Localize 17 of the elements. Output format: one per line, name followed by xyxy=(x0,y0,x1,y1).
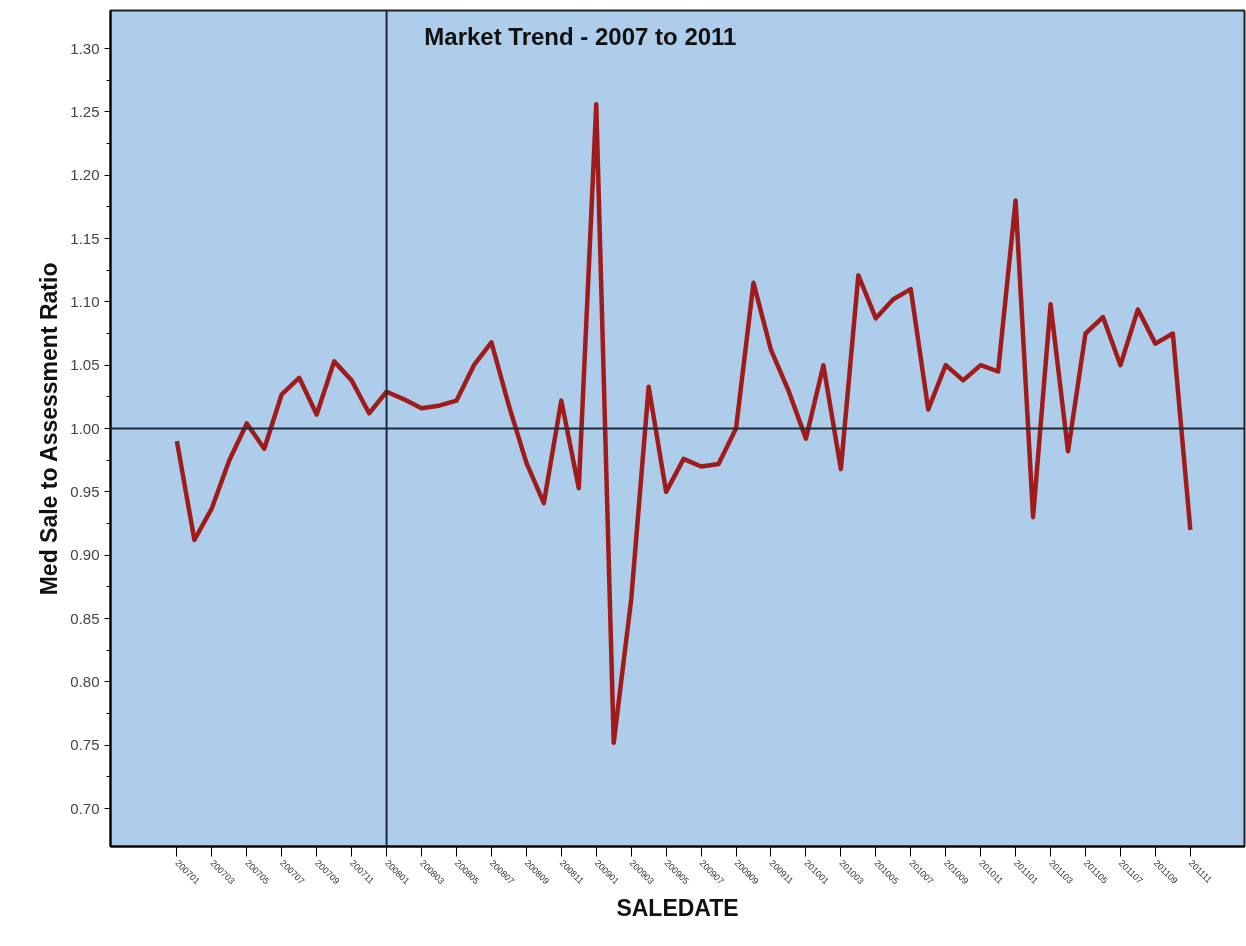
y-tick-label: 1.30 xyxy=(70,39,100,57)
y-tick-label: 0.75 xyxy=(70,736,100,754)
y-tick-label: 1.20 xyxy=(70,166,100,184)
x-axis-title: SALEDATE xyxy=(616,894,739,921)
y-tick-label: 1.05 xyxy=(70,356,100,374)
y-tick-label: 0.70 xyxy=(70,799,100,817)
y-tick-label: 0.85 xyxy=(70,609,100,627)
y-axis-title: Med Sale to Assessment Ratio xyxy=(36,262,63,596)
y-tick-label: 0.90 xyxy=(70,546,100,564)
text: Market Trend - 2007 to 2011 xyxy=(424,23,737,51)
y-tick-label: 0.95 xyxy=(70,482,100,500)
y-tick-label: 1.10 xyxy=(70,292,100,310)
line-series xyxy=(174,101,1193,745)
y-tick-label: 0.80 xyxy=(70,672,100,690)
y-tick-label: 1.25 xyxy=(70,102,100,120)
y-tick-label: 1.00 xyxy=(70,419,100,437)
y-tick-label: 1.15 xyxy=(70,229,100,247)
